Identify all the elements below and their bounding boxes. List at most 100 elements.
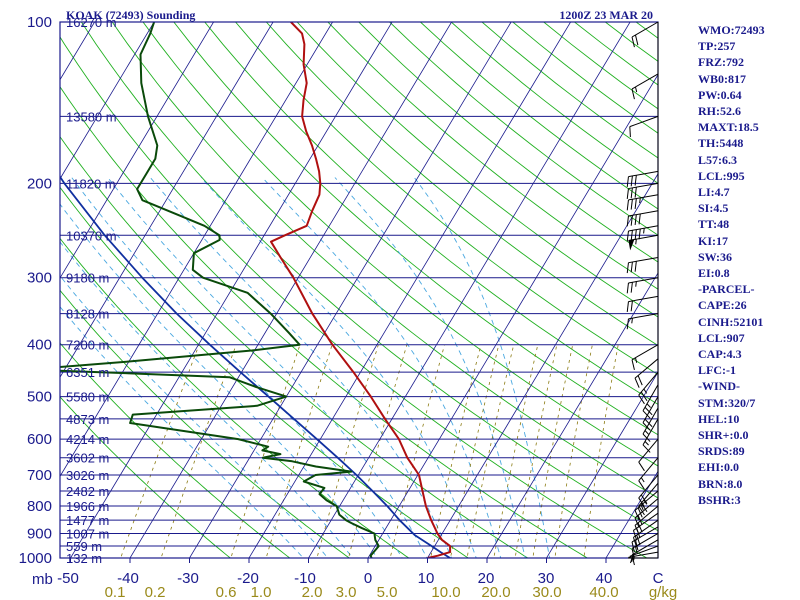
height-label: 5580 m xyxy=(66,390,109,405)
index-item: BSHR:3 xyxy=(698,492,741,507)
temperature-tick-label: -40 xyxy=(117,570,139,587)
barb-half-feather xyxy=(635,239,637,245)
barb-shaft xyxy=(628,277,659,284)
isotherm xyxy=(486,272,658,558)
height-label: 1007 m xyxy=(66,526,109,541)
barb-shaft xyxy=(642,396,659,423)
wind-barb xyxy=(626,210,659,227)
dry-adiabat xyxy=(111,22,658,499)
height-label: 559 m xyxy=(66,539,102,554)
index-item: SHR+:0.0 xyxy=(698,428,749,443)
index-item: CAPE:26 xyxy=(698,298,747,313)
barb-half-feather xyxy=(634,357,638,363)
index-item: EHI:0.0 xyxy=(698,460,740,475)
temperature-tick-label: 0 xyxy=(364,570,372,587)
wind-barb xyxy=(626,256,659,274)
barb-feather xyxy=(631,359,635,370)
pressure-unit-label: mb xyxy=(32,571,53,588)
pressure-label: 700 xyxy=(27,467,52,484)
pressure-label: 500 xyxy=(27,389,52,406)
isotherm xyxy=(70,22,393,558)
dry-adiabat xyxy=(60,396,232,558)
wind-barb xyxy=(632,519,659,548)
wind-barb xyxy=(626,225,659,242)
barb-feather xyxy=(631,88,635,100)
index-item: FRZ:792 xyxy=(698,55,744,70)
dry-adiabat xyxy=(235,22,658,376)
barb-half-feather xyxy=(643,499,648,505)
index-item: CAP:4.3 xyxy=(698,347,742,362)
barb-feather xyxy=(637,522,643,533)
mixing-ratio-line xyxy=(493,344,539,558)
barb-feather xyxy=(626,215,629,227)
height-label: 10370 m xyxy=(66,228,117,243)
moist-adiabat xyxy=(413,177,551,558)
barb-shaft xyxy=(631,73,659,90)
wind-barb xyxy=(631,21,659,48)
wind-barb xyxy=(631,73,659,100)
mixing-ratio-label: 1.0 xyxy=(251,584,272,600)
barb-shaft xyxy=(629,115,659,128)
height-label: 132 m xyxy=(66,551,102,566)
wind-barb xyxy=(628,234,659,251)
temperature-tick-label: -10 xyxy=(294,570,316,587)
barb-feather xyxy=(631,554,635,566)
wind-barb xyxy=(631,539,659,566)
height-label: 1477 m xyxy=(66,513,109,528)
barb-shaft xyxy=(633,512,659,531)
dry-adiabat xyxy=(60,342,291,558)
mixing-ratio-label: 3.0 xyxy=(336,584,357,600)
wind-barb xyxy=(626,170,659,188)
barb-feather xyxy=(629,126,631,138)
height-label: 4873 m xyxy=(66,412,109,427)
height-label: 4214 m xyxy=(66,432,109,447)
barb-shaft xyxy=(628,194,659,201)
pressure-label: 300 xyxy=(27,270,52,287)
barb-feather xyxy=(644,406,653,416)
wind-barb xyxy=(642,418,659,453)
moist-adiabat xyxy=(334,177,526,558)
barb-feather xyxy=(634,198,637,209)
dry-adiabat xyxy=(60,237,410,558)
index-item: -WIND- xyxy=(698,379,740,394)
height-label: 3602 m xyxy=(66,451,109,466)
barb-half-feather xyxy=(634,86,638,93)
barb-feather xyxy=(626,301,629,313)
barb-feather xyxy=(638,461,645,472)
moist-adiabat xyxy=(200,177,477,558)
moist-adiabat xyxy=(149,177,453,558)
wind-barb xyxy=(634,358,659,388)
barb-shaft xyxy=(628,313,659,320)
index-item: TP:257 xyxy=(698,39,736,54)
pressure-label: 800 xyxy=(27,498,52,515)
index-item: STM:320/7 xyxy=(698,395,756,410)
barb-feather xyxy=(631,36,635,48)
height-label: 13580 m xyxy=(66,109,117,124)
barb-half-feather xyxy=(640,477,645,483)
barb-feather xyxy=(631,548,635,559)
dry-adiabat xyxy=(60,86,589,558)
mixing-ratio-label: 0.6 xyxy=(216,584,237,600)
barb-feather xyxy=(638,213,641,225)
index-item: LI:4.7 xyxy=(698,185,730,200)
isotherm xyxy=(605,470,658,558)
barb-feather xyxy=(634,510,640,521)
index-item: LCL:995 xyxy=(698,168,745,183)
isotherm xyxy=(60,22,274,378)
barb-half-feather xyxy=(646,403,651,408)
wind-barb xyxy=(642,407,659,442)
isotherm xyxy=(129,22,453,558)
dry-adiabat xyxy=(327,22,658,290)
barb-shaft xyxy=(631,21,659,38)
barb-feather xyxy=(637,375,643,386)
barb-feather xyxy=(626,199,629,211)
wind-barb xyxy=(634,498,659,528)
barb-feather xyxy=(626,262,629,274)
index-item: MAXT:18.5 xyxy=(698,120,759,135)
mixing-ratio-label: 2.0 xyxy=(302,584,323,600)
index-item: WMO:72493 xyxy=(698,23,765,37)
temperature-trace xyxy=(270,22,452,558)
index-item: -PARCEL- xyxy=(698,282,755,297)
barb-shaft xyxy=(642,384,659,411)
